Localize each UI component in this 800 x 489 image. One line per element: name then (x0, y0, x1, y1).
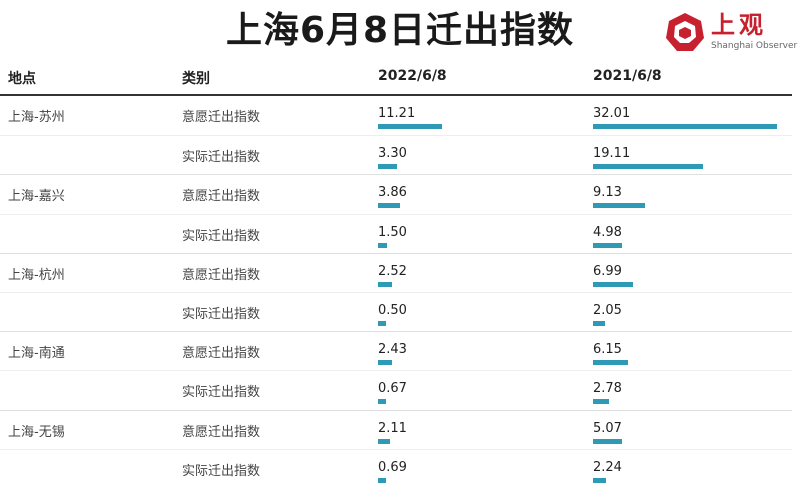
bar-2022 (378, 203, 401, 209)
header-place: 地点 (8, 71, 36, 87)
bar-2022 (378, 438, 391, 444)
category-label: 意愿迁出指数 (182, 189, 261, 205)
chart-title: 上海6月8日迁出指数 (225, 10, 575, 51)
category-label: 实际迁出指数 (182, 307, 261, 322)
data-label-2021: 19.11 (593, 146, 631, 162)
place-label: 上海-苏州 (8, 110, 65, 125)
data-label-2022: 0.67 (378, 381, 407, 397)
place-label: 上海-无锡 (8, 424, 65, 440)
bar-2021 (593, 281, 634, 287)
data-label-2022: 2.11 (378, 420, 407, 436)
table-row: 上海-南通 意愿迁出指数 2.43 6.15 (0, 331, 792, 371)
header-2021: 2021/6/8 (593, 68, 662, 84)
category-label: 意愿迁出指数 (182, 267, 261, 283)
category-label: 实际迁出指数 (182, 150, 261, 166)
bar-2022 (378, 477, 386, 483)
data-label-2022: 0.50 (378, 303, 407, 318)
data-label-2021: 6.15 (593, 342, 622, 358)
data-label-2021: 4.98 (593, 224, 622, 240)
data-label-2022: 2.43 (378, 342, 407, 358)
bar-2021 (593, 242, 622, 248)
bar-2022 (378, 360, 392, 366)
data-label-2022: 3.86 (378, 185, 407, 201)
bar-2022 (378, 164, 397, 170)
table-row: 上海-苏州 意愿迁出指数 11.21 32.01 (0, 96, 792, 135)
bar-2022 (378, 399, 386, 405)
data-label-2021: 2.05 (593, 303, 622, 318)
category-label: 意愿迁出指数 (182, 346, 261, 362)
bar-2021 (593, 477, 606, 483)
bar-2021 (593, 203, 646, 209)
bar-2021 (593, 399, 609, 405)
data-label-2022: 3.30 (378, 146, 407, 162)
category-label: 实际迁出指数 (182, 463, 261, 479)
bar-2022 (378, 242, 387, 248)
category-label: 实际迁出指数 (182, 385, 261, 401)
bar-2021 (593, 124, 777, 129)
header-category: 类别 (182, 71, 210, 87)
place-label: 上海-杭州 (8, 267, 65, 283)
data-label-2021: 9.13 (593, 185, 622, 201)
data-label-2022: 11.21 (378, 106, 416, 121)
table-row: 实际迁出指数 1.50 4.98 (0, 213, 792, 254)
category-label: 意愿迁出指数 (182, 110, 261, 125)
place-label: 上海-南通 (8, 346, 65, 362)
logo-text-en: Shanghai Observer (711, 41, 798, 51)
logo-text-cn: 上观 (711, 11, 767, 39)
data-label-2022: 0.69 (378, 459, 407, 475)
table-row: 实际迁出指数 0.50 2.05 (0, 292, 792, 332)
table-row: 实际迁出指数 0.69 2.24 (0, 448, 792, 489)
table-row: 实际迁出指数 0.67 2.78 (0, 370, 792, 410)
logo-emblem-icon (666, 13, 704, 51)
data-label-2021: 6.99 (593, 263, 622, 279)
data-label-2021: 2.78 (593, 381, 622, 397)
data-label-2021: 2.24 (593, 459, 622, 475)
table-row: 上海-嘉兴 意愿迁出指数 3.86 9.13 (0, 174, 792, 214)
data-label-2021: 32.01 (593, 106, 631, 121)
bar-2022 (378, 281, 393, 287)
table-row: 上海-杭州 意愿迁出指数 2.52 6.99 (0, 252, 792, 293)
data-label-2022: 1.50 (378, 224, 407, 240)
data-label-2022: 2.52 (378, 263, 407, 279)
header-2022: 2022/6/8 (378, 68, 447, 84)
table-row: 实际迁出指数 3.30 19.11 (0, 135, 792, 175)
shanghai-observer-logo: 上观 Shanghai Observer (665, 10, 797, 58)
data-label-2021: 5.07 (593, 420, 622, 436)
bar-2022 (378, 124, 443, 129)
place-label: 上海-嘉兴 (8, 189, 65, 205)
bar-2021 (593, 438, 623, 444)
category-label: 意愿迁出指数 (182, 424, 261, 440)
bar-2022 (378, 321, 386, 326)
category-label: 实际迁出指数 (182, 228, 261, 244)
table-header: 地点 类别 2022/6/8 2021/6/8 (0, 62, 792, 96)
bar-2021 (593, 360, 629, 366)
bar-2021 (593, 164, 703, 170)
table-row: 上海-无锡 意愿迁出指数 2.11 5.07 (0, 409, 792, 450)
bar-2021 (593, 321, 605, 326)
